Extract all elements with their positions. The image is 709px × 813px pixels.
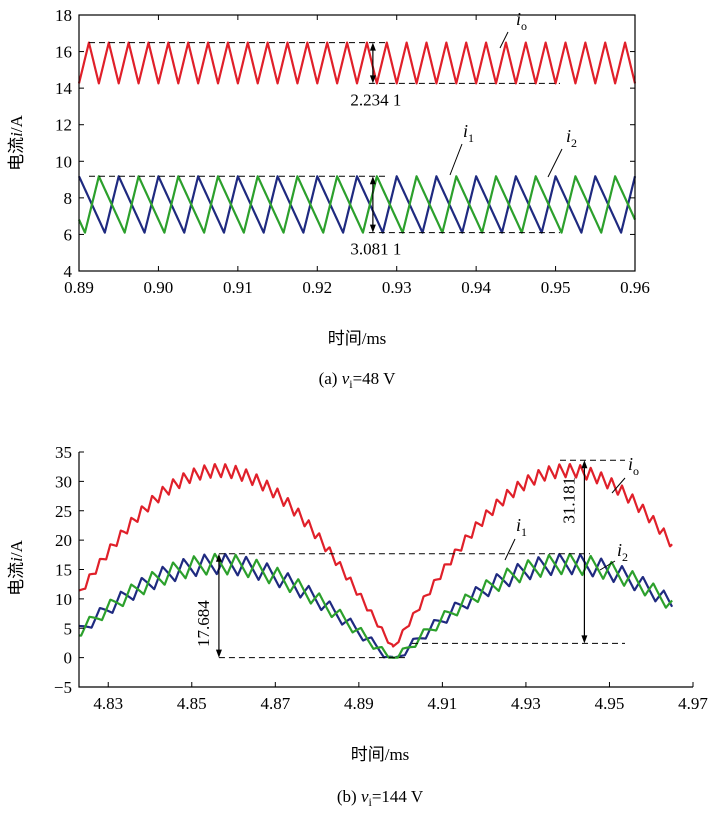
x-tick-label: 0.92: [302, 278, 332, 297]
y-tick-label: 8: [64, 189, 73, 208]
svg-text:电流i/A: 电流i/A: [7, 114, 26, 170]
annotation-arrow-head-up: [369, 176, 376, 185]
annotation-value: 17.684: [194, 600, 213, 647]
series-io-line: [78, 463, 673, 648]
annotation-arrow-head-up: [581, 460, 588, 469]
x-tick-label: 0.94: [461, 278, 491, 297]
y-tick-label: 25: [55, 502, 72, 521]
series-i2-leader: [599, 560, 616, 571]
panel-a-series: [77, 41, 637, 234]
series-i2-line: [78, 552, 673, 659]
y-tick-label: −5: [54, 678, 72, 697]
panel-a-series-labels: io i1 i2: [449, 9, 577, 178]
panel-b-series: [78, 463, 674, 659]
panel-a-y-axis-title: 电流i/A: [7, 114, 26, 170]
y-tick-label: 5: [64, 619, 73, 638]
series-i1-leader: [449, 143, 463, 176]
series-io-leader: [499, 31, 509, 49]
annotation-arrow-head-up: [215, 553, 222, 562]
series-io-line: [77, 41, 637, 85]
x-tick-label: 4.93: [511, 694, 541, 713]
x-tick-label: 4.85: [177, 694, 207, 713]
x-tick-label: 0.95: [541, 278, 571, 297]
y-tick-label: 6: [64, 225, 73, 244]
panel-b-x-ticks: 4.83 4.85 4.87 4.89 4.91 4.93 4.95 4.97: [93, 682, 708, 713]
panel-b-series-labels: io i1 i2: [504, 454, 639, 571]
series-io-label: io: [628, 454, 639, 478]
y-tick-label: 18: [55, 6, 72, 25]
panel-b: 17.684 31.181 4.83 4.85 4.87 4.89 4.91 4.93 4.9…: [7, 443, 708, 809]
y-tick-label: 35: [55, 443, 72, 462]
panel-a: 2.234 13.081 1 0.89 0.90 0.91 0.92 0.93 0.94 0…: [7, 6, 650, 391]
y-tick-label: 20: [55, 531, 72, 550]
annotation-arrow-head-down: [215, 649, 222, 658]
panel-a-y-ticks: 4 6 8 10 12 14 16 18: [55, 6, 635, 281]
y-tick-label: 10: [55, 152, 72, 171]
annotation-arrow-head-down: [581, 635, 588, 644]
y-tick-label: 4: [64, 262, 73, 281]
series-i2-line: [78, 175, 636, 234]
series-i2-leader: [547, 148, 563, 178]
panel-a-annotations: 2.234 1 3.081 1: [89, 42, 560, 259]
annotation-value: 3.081 1: [350, 240, 401, 259]
y-tick-label: 0: [64, 649, 73, 668]
x-tick-label: 4.97: [678, 694, 708, 713]
y-tick-label: 10: [55, 590, 72, 609]
series-i1-line: [78, 175, 637, 234]
y-tick-label: 14: [55, 79, 73, 98]
series-io-leader: [611, 477, 626, 494]
panel-a-caption: (a) vi=48 V: [319, 369, 397, 391]
series-i2-label: i2: [617, 540, 628, 564]
series-i1-label: i1: [516, 515, 527, 539]
svg-text:电流i/A: 电流i/A: [7, 539, 26, 595]
panel-a-x-ticks: 0.89 0.90 0.91 0.92 0.93 0.94 0.95 0.96: [64, 15, 650, 297]
panel-b-x-axis-title: 时间/ms: [351, 745, 410, 764]
panel-a-plot-frame: [78, 14, 636, 272]
annotation-arrow-head-down: [369, 224, 376, 233]
series-i1-leader: [504, 538, 516, 561]
x-tick-label: 4.87: [260, 694, 290, 713]
x-tick-label: 4.91: [428, 694, 458, 713]
panel-a-x-axis-title: 时间/ms: [328, 329, 387, 348]
x-tick-label: 4.83: [93, 694, 123, 713]
series-i1-label: i1: [463, 121, 474, 145]
annotation-value: 2.234 1: [350, 90, 401, 109]
y-tick-label: 30: [55, 472, 72, 491]
annotation-value: 31.181: [559, 477, 578, 524]
y-tick-label: 15: [55, 561, 72, 580]
panel-b-y-ticks: −5 0 5 10 15 20 25 30 35: [54, 443, 84, 697]
x-tick-label: 0.91: [223, 278, 253, 297]
x-tick-label: 4.89: [344, 694, 374, 713]
annotation-arrow-head-down: [369, 75, 376, 84]
x-tick-label: 0.96: [620, 278, 650, 297]
y-tick-label: 12: [55, 116, 72, 135]
panel-b-annotations: 17.684 31.181: [194, 459, 625, 659]
series-i1-line: [78, 552, 674, 659]
x-tick-label: 4.95: [595, 694, 625, 713]
x-tick-label: 0.90: [144, 278, 174, 297]
series-i2-label: i2: [566, 126, 577, 150]
x-tick-label: 0.89: [64, 278, 94, 297]
y-tick-label: 16: [55, 43, 72, 62]
annotation-arrow-head-up: [369, 42, 376, 51]
series-io-label: io: [516, 9, 527, 33]
panel-b-y-axis-title: 电流i/A: [7, 539, 26, 595]
panel-b-caption: (b) vi=144 V: [337, 787, 424, 809]
x-tick-label: 0.93: [382, 278, 412, 297]
